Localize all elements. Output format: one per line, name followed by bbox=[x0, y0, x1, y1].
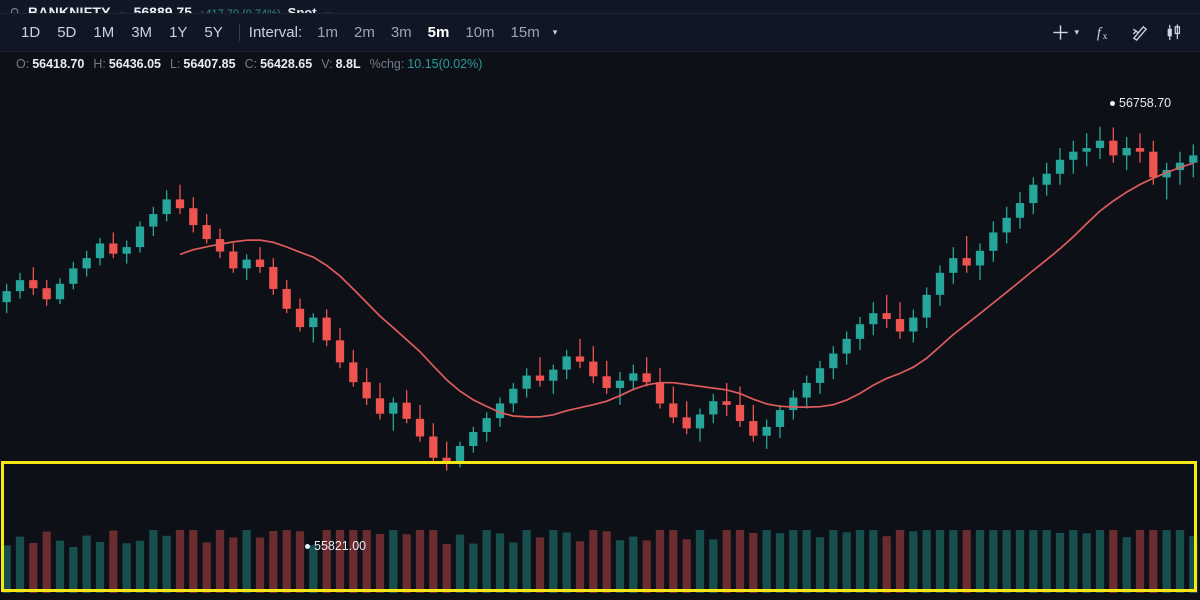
interval-10m[interactable]: 10m bbox=[465, 24, 495, 41]
interval-label: Interval: bbox=[248, 24, 303, 41]
symbol-last-price: 56889.75 bbox=[133, 4, 193, 14]
ohlc-close-value: 56428.65 bbox=[260, 57, 313, 71]
timeframe-5y[interactable]: 5Y bbox=[204, 24, 223, 41]
timeframe-5d[interactable]: 5D bbox=[57, 24, 77, 41]
interval-5m[interactable]: 5m bbox=[427, 24, 450, 41]
interval-3m[interactable]: 3m bbox=[390, 24, 412, 41]
interval-2m[interactable]: 2m bbox=[353, 24, 375, 41]
timeframe-toolbar: 1D 5D 1M 3M 1Y 5Y Interval: 1m 2m 3m 5m … bbox=[0, 14, 1200, 52]
chevron-down-icon[interactable]: ▼ bbox=[118, 10, 127, 13]
candlestick-svg bbox=[2, 126, 1198, 593]
crosshair-chevron-down-icon[interactable]: ▾ bbox=[1074, 27, 1079, 37]
crosshair-icon[interactable]: ▾ bbox=[1051, 23, 1079, 42]
toolbar-divider bbox=[238, 24, 240, 41]
interval-15m[interactable]: 15m bbox=[510, 24, 540, 41]
candlestick-type-icon[interactable] bbox=[1165, 23, 1184, 42]
timeframe-1y[interactable]: 1Y bbox=[169, 24, 188, 41]
symbol-change: +417.70 (0.74%) bbox=[199, 8, 281, 14]
ohlc-open-key: O: bbox=[16, 57, 30, 71]
ohlc-legend: O: 56418.70 H: 56436.05 L: 56407.85 C: 5… bbox=[0, 53, 1200, 75]
symbol-name[interactable]: BANKNIFTY bbox=[28, 4, 111, 14]
fx-indicator-icon[interactable]: f x bbox=[1095, 23, 1114, 42]
segment-selector[interactable]: Spot bbox=[287, 5, 317, 14]
symbol-bar: BANKNIFTY ▼ 56889.75 +417.70 (0.74%) Spo… bbox=[0, 0, 1200, 14]
segment-chevron-down-icon[interactable]: ▼ bbox=[324, 10, 333, 13]
ohlc-high-key: H: bbox=[93, 57, 106, 71]
timeframe-3m[interactable]: 3M bbox=[131, 24, 153, 41]
ohlc-volume-value: 8.8L bbox=[335, 57, 361, 71]
magnet-drawing-icon[interactable] bbox=[1130, 23, 1149, 42]
svg-text:x: x bbox=[1103, 32, 1108, 42]
svg-text:f: f bbox=[1097, 25, 1103, 41]
ohlc-volume-key: V: bbox=[321, 57, 333, 71]
chart-plot-area[interactable] bbox=[0, 75, 1200, 600]
timeframe-1m[interactable]: 1M bbox=[93, 24, 115, 41]
timeframe-1d[interactable]: 1D bbox=[21, 24, 41, 41]
interval-1m[interactable]: 1m bbox=[317, 24, 338, 41]
ohlc-close-key: C: bbox=[244, 57, 258, 71]
search-icon[interactable] bbox=[10, 7, 21, 13]
ohlc-change-key: %chg: bbox=[369, 57, 405, 71]
chart-tools-group: ▾ f x bbox=[1051, 23, 1186, 42]
ohlc-high-value: 56436.05 bbox=[108, 57, 161, 71]
ohlc-change-value: 10.15(0.02%) bbox=[407, 57, 483, 71]
ohlc-open-value: 56418.70 bbox=[32, 57, 85, 71]
interval-more-chevron-down-icon[interactable]: ▾ bbox=[552, 27, 558, 37]
ohlc-low-value: 56407.85 bbox=[183, 57, 236, 71]
ohlc-low-key: L: bbox=[169, 57, 181, 71]
